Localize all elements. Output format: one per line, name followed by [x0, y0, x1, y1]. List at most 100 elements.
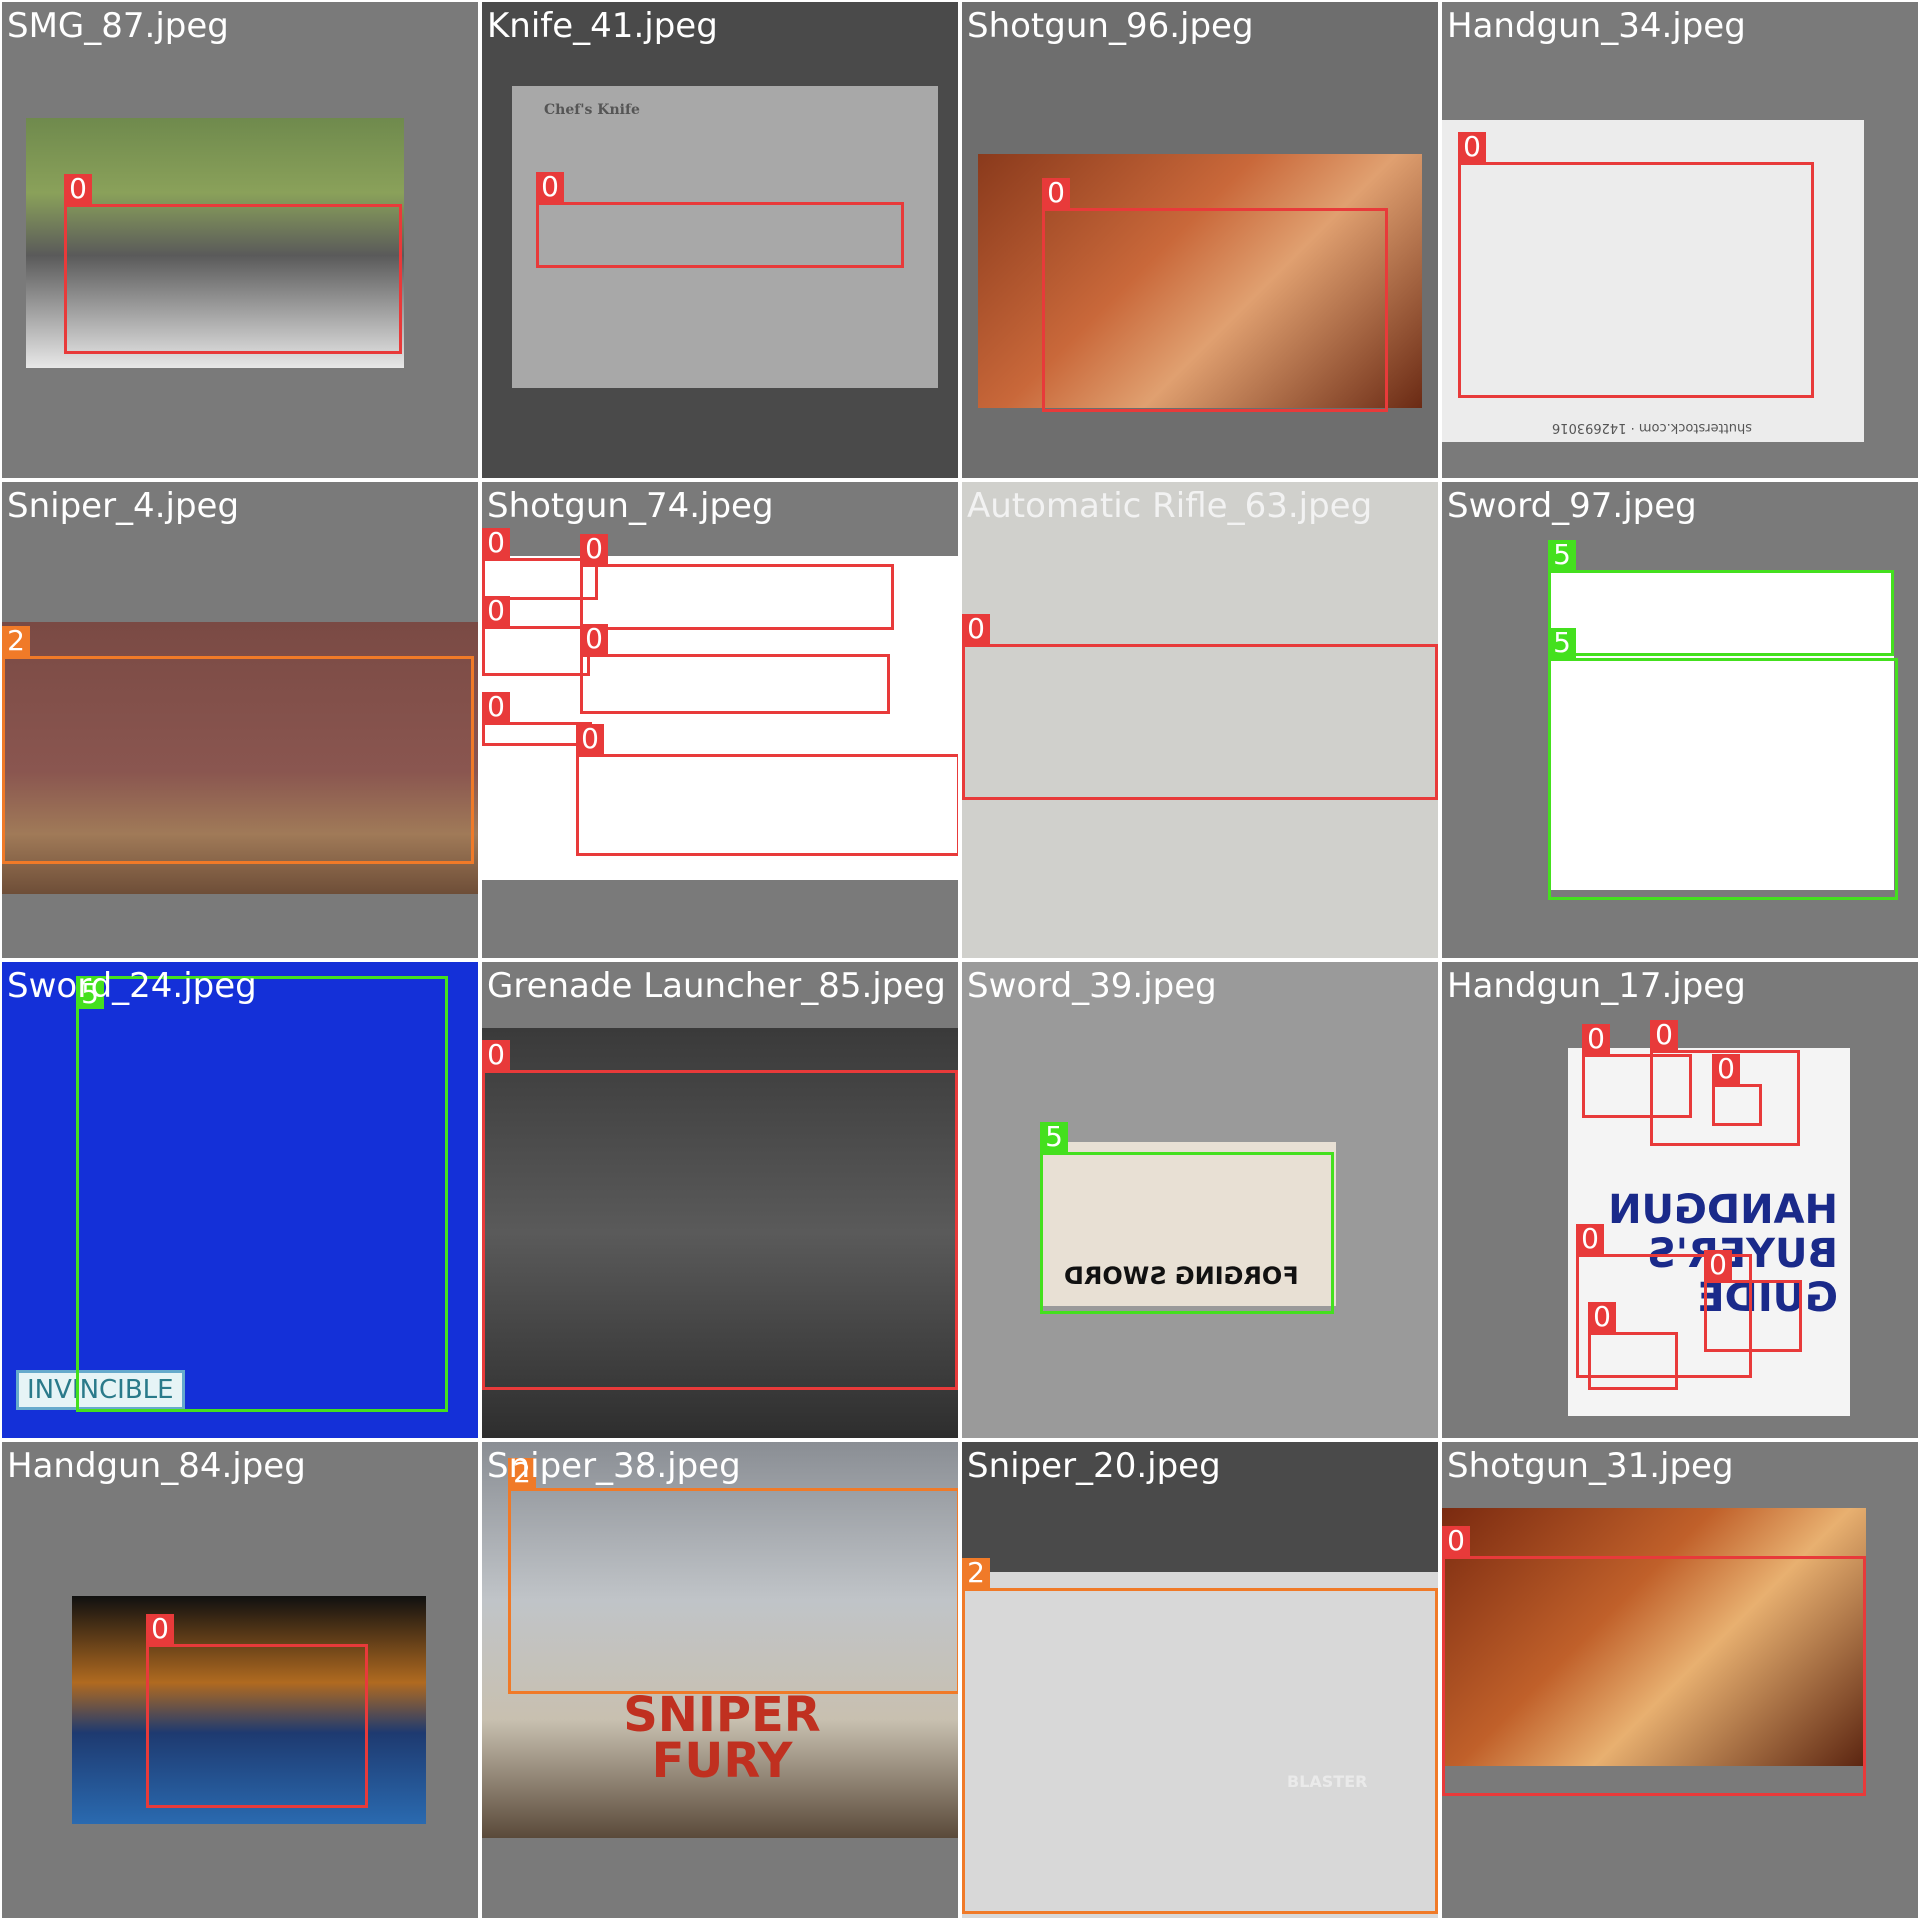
image-caption: shutterstock.com · 142693016: [1552, 420, 1753, 435]
filename-label: Sniper_38.jpeg: [487, 1446, 741, 1486]
filename-label: Knife_41.jpeg: [487, 6, 718, 46]
image-caption: Chef's Knife: [544, 102, 640, 118]
class-id-label: 0: [580, 624, 608, 654]
class-id-label: 2: [2, 626, 30, 656]
sample-image: [962, 482, 1438, 958]
class-id-label: 0: [1704, 1250, 1732, 1280]
class-id-label: 0: [482, 1040, 510, 1070]
class-id-label: 0: [482, 528, 510, 558]
sample-image: BLASTER: [962, 1572, 1438, 1918]
filename-label: Handgun_17.jpeg: [1447, 966, 1746, 1006]
mosaic-tile: 0 Shotgun_31.jpeg: [1442, 1442, 1918, 1918]
filename-label: Shotgun_96.jpeg: [967, 6, 1254, 46]
mosaic-tile: HANDGUN BUYER'S GUIDE 0 0 0 0 0 0 Handgun_17.jp…: [1442, 962, 1918, 1438]
class-id-label: 5: [1548, 540, 1576, 570]
mosaic-tile: shutterstock.com · 142693016 0 Handgun_34.…: [1442, 2, 1918, 478]
class-id-label: 0: [146, 1614, 174, 1644]
filename-label: Handgun_84.jpeg: [7, 1446, 306, 1486]
filename-label: SMG_87.jpeg: [7, 6, 229, 46]
sample-image: [26, 118, 404, 368]
filename-label: Automatic Rifle_63.jpeg: [967, 486, 1373, 526]
mosaic-tile: BLASTER 2 Sniper_20.jpeg: [962, 1442, 1438, 1918]
sample-image: [2, 622, 478, 894]
sample-image: FORGING SWORD: [1040, 1142, 1336, 1306]
class-id-label: 0: [962, 614, 990, 644]
detection-box: 0: [146, 1614, 368, 1808]
filename-label: Sword_24.jpeg: [7, 966, 257, 1006]
detection-box: 0: [482, 596, 590, 676]
detection-box: 0: [1442, 1526, 1866, 1796]
detection-box: 5: [1040, 1122, 1334, 1314]
sample-image: [482, 556, 958, 880]
detection-box: 0: [580, 534, 894, 630]
detection-box: 2: [508, 1458, 958, 1694]
detection-box: 0: [482, 528, 598, 600]
detection-box: 0: [576, 724, 958, 856]
mosaic-tile: Chef's Knife 0 Knife_41.jpeg: [482, 2, 958, 478]
detection-box: 2: [962, 1558, 1438, 1914]
sample-image: [1550, 570, 1894, 890]
class-id-label: 2: [508, 1458, 536, 1488]
mosaic-tile: 5 5 Sword_97.jpeg: [1442, 482, 1918, 958]
mosaic-tile: 0 Handgun_84.jpeg: [2, 1442, 478, 1918]
class-id-label: 0: [1042, 178, 1070, 208]
class-id-label: 0: [1588, 1302, 1616, 1332]
filename-label: Shotgun_31.jpeg: [1447, 1446, 1734, 1486]
class-id-label: 0: [1442, 1526, 1470, 1556]
class-id-label: 0: [1650, 1020, 1678, 1050]
filename-label: Sword_39.jpeg: [967, 966, 1217, 1006]
filename-label: Sniper_4.jpeg: [7, 486, 240, 526]
class-id-label: 0: [482, 596, 510, 626]
class-id-label: 0: [1712, 1054, 1740, 1084]
detection-box: 0: [1576, 1224, 1752, 1378]
detection-box: 5: [1548, 628, 1898, 900]
detection-box: 5: [76, 976, 448, 1412]
detection-box: 0: [1588, 1302, 1678, 1390]
detection-box: 0: [1042, 178, 1388, 412]
detection-box: 0: [1582, 1024, 1692, 1118]
class-id-label: 0: [1458, 132, 1486, 162]
filename-label: Handgun_34.jpeg: [1447, 6, 1746, 46]
mosaic-tile: 2 Sniper_4.jpeg: [2, 482, 478, 958]
sample-image: Chef's Knife: [512, 86, 938, 388]
mosaic-tile: 0 Shotgun_96.jpeg: [962, 2, 1438, 478]
class-id-label: 0: [1582, 1024, 1610, 1054]
detection-box: 0: [64, 174, 402, 354]
sample-image: HANDGUN BUYER'S GUIDE: [1568, 1048, 1850, 1416]
detection-box: 0: [1704, 1250, 1802, 1352]
mosaic-tile: INVINCIBLE 5 Sword_24.jpeg: [2, 962, 478, 1438]
class-id-label: 0: [1576, 1224, 1604, 1254]
filename-label: Shotgun_74.jpeg: [487, 486, 774, 526]
class-id-label: 0: [482, 692, 510, 722]
class-id-label: 2: [962, 1558, 990, 1588]
class-id-label: 0: [576, 724, 604, 754]
detection-box: 0: [1712, 1054, 1762, 1126]
mosaic-tile: 0 Automatic Rifle_63.jpeg: [962, 482, 1438, 958]
sample-image: shutterstock.com · 142693016: [1442, 120, 1864, 442]
class-id-label: 5: [1040, 1122, 1068, 1152]
detection-box: 0: [482, 1040, 958, 1390]
mosaic-tile: 0 SMG_87.jpeg: [2, 2, 478, 478]
sample-image: [1442, 1508, 1866, 1766]
detection-box: 0: [1650, 1020, 1800, 1146]
filename-label: Sword_97.jpeg: [1447, 486, 1697, 526]
class-id-label: 0: [536, 172, 564, 202]
detection-box: 2: [2, 626, 474, 864]
detection-box: 0: [580, 624, 890, 714]
sample-image: INVINCIBLE: [2, 962, 478, 1438]
image-caption: INVINCIBLE: [16, 1370, 185, 1410]
sample-image: SNIPER FURY: [482, 1442, 958, 1838]
filename-label: Sniper_20.jpeg: [967, 1446, 1221, 1486]
class-id-label: 0: [64, 174, 92, 204]
detection-box: 0: [536, 172, 904, 268]
image-caption: SNIPER FURY: [623, 1687, 821, 1789]
detection-box: 0: [962, 614, 1438, 800]
class-id-label: 0: [580, 534, 608, 564]
detection-box: 0: [1458, 132, 1814, 398]
image-caption: BLASTER: [1287, 1772, 1368, 1791]
mosaic-tile: FORGING SWORD 5 Sword_39.jpeg: [962, 962, 1438, 1438]
mosaic-tile: 0 0 0 0 0 0 Shotgun_74.jpeg: [482, 482, 958, 958]
class-id-label: 5: [1548, 628, 1576, 658]
mosaic-tile: 0 Grenade Launcher_85.jpeg: [482, 962, 958, 1438]
